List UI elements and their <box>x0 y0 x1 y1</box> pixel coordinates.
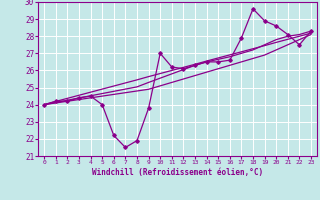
X-axis label: Windchill (Refroidissement éolien,°C): Windchill (Refroidissement éolien,°C) <box>92 168 263 177</box>
